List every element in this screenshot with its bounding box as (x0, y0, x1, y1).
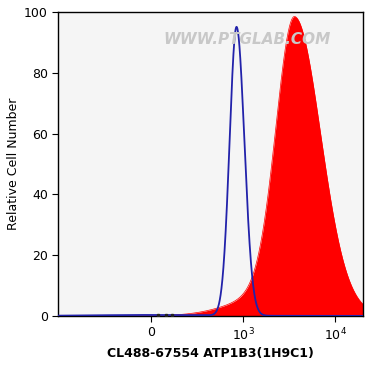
Y-axis label: Relative Cell Number: Relative Cell Number (7, 98, 20, 230)
Text: WWW.PTGLAB.COM: WWW.PTGLAB.COM (164, 32, 331, 47)
X-axis label: CL488-67554 ATP1B3(1H9C1): CL488-67554 ATP1B3(1H9C1) (107, 347, 314, 360)
